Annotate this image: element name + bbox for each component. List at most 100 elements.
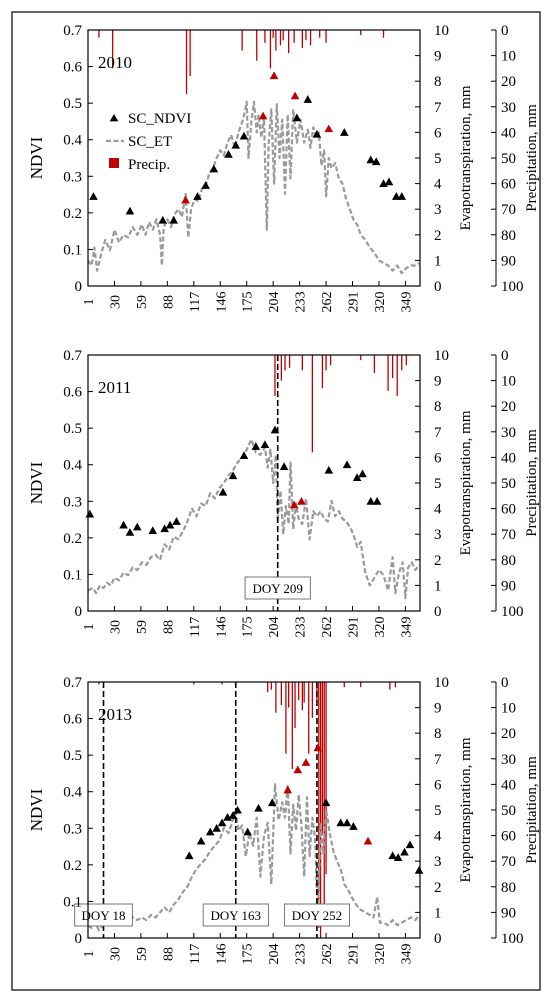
ndvi-point-red — [293, 765, 303, 774]
y3-tick-label: 20 — [501, 74, 516, 90]
y-tick-label: 0 — [75, 931, 83, 947]
x-tick-label: 1 — [82, 299, 97, 306]
x-tick-label: 30 — [108, 947, 123, 961]
y3-tick-label: 80 — [501, 553, 516, 569]
y2-tick-label: 3 — [434, 202, 442, 218]
ndvi-point — [196, 836, 206, 845]
y2-axis-label: Evapotranspiration, mm — [458, 737, 474, 882]
x-tick-label: 175 — [241, 617, 256, 638]
y2-tick-label: 7 — [434, 425, 442, 441]
y-tick-label: 0.5 — [63, 748, 82, 764]
x-tick-label: 233 — [294, 292, 309, 313]
x-tick-label: 204 — [267, 292, 282, 313]
y3-tick-label: 10 — [501, 374, 516, 390]
y3-tick-label: 80 — [501, 880, 516, 896]
y2-tick-label: 1 — [434, 253, 442, 269]
x-tick-label: 262 — [320, 617, 335, 638]
y3-tick-label: 60 — [501, 502, 516, 518]
x-tick-label: 146 — [214, 617, 229, 638]
x-tick-label: 1 — [82, 951, 97, 958]
x-tick-label: 175 — [241, 944, 256, 965]
ndvi-point — [148, 526, 158, 534]
et-line — [87, 783, 420, 932]
y2-tick-label: 2 — [434, 228, 442, 244]
y3-tick-label: 90 — [501, 253, 516, 269]
ndvi-point — [391, 192, 401, 200]
doy-marker-box — [74, 903, 133, 927]
y2-tick-label: 1 — [434, 578, 442, 594]
ndvi-point — [217, 818, 227, 827]
y-tick-label: 0.4 — [63, 458, 82, 474]
y-tick-label: 0.7 — [63, 348, 82, 364]
ndvi-point — [393, 853, 403, 861]
y3-tick-label: 0 — [501, 23, 509, 39]
doy-marker-label: DOY 18 — [82, 908, 126, 923]
ndvi-point — [172, 517, 181, 525]
x-tick-label: 262 — [320, 292, 335, 313]
ndvi-point — [339, 128, 349, 136]
y3-tick-label: 50 — [501, 476, 516, 492]
ndvi-point — [366, 155, 376, 164]
precip-bars — [98, 30, 385, 94]
ndvi-point — [119, 520, 128, 529]
y-tick-label: 0.3 — [63, 169, 82, 185]
ndvi-point — [231, 140, 241, 149]
ndvi-point-red — [289, 500, 299, 509]
ndvi-point — [349, 822, 358, 830]
y-tick-label: 0.3 — [63, 821, 82, 837]
y2-axis-label: Evapotranspiration, mm — [458, 410, 474, 555]
doy-marker-label: DOY 209 — [252, 581, 302, 596]
legend-et-label: SC_ET — [128, 134, 172, 150]
ndvi-point — [224, 150, 233, 158]
y3-tick-label: 40 — [501, 125, 516, 141]
x-tick-label: 146 — [214, 292, 229, 313]
doy-marker-box — [202, 903, 269, 927]
y3-tick-label: 40 — [501, 450, 516, 466]
y-tick-label: 0.2 — [63, 858, 82, 874]
ndvi-point-red — [363, 836, 373, 845]
x-tick-label: 349 — [399, 944, 414, 965]
y3-tick-label: 0 — [501, 675, 509, 691]
x-tick-label: 59 — [135, 620, 150, 634]
y-tick-label: 0.5 — [63, 421, 82, 437]
y3-tick-label: 20 — [501, 726, 516, 742]
legend-ndvi-label: SC_NDVI — [128, 111, 191, 127]
x-tick-label: 349 — [399, 617, 414, 638]
ndvi-point — [243, 827, 252, 836]
x-tick-label: 233 — [294, 944, 309, 965]
y3-tick-label: 60 — [501, 829, 516, 845]
y2-tick-label: 8 — [434, 74, 442, 90]
ndvi-point — [165, 520, 175, 529]
x-tick-label: 320 — [373, 617, 388, 638]
x-tick-label: 175 — [241, 292, 256, 313]
y3-tick-label: 70 — [501, 854, 516, 870]
y2-tick-label: 10 — [434, 23, 449, 39]
ndvi-point-red — [258, 111, 268, 120]
y-tick-label: 0.6 — [63, 712, 82, 728]
y-axis-label: NDVI — [27, 788, 46, 831]
y-tick-label: 0.6 — [63, 60, 82, 76]
x-tick-label: 291 — [347, 292, 362, 313]
y2-tick-label: 8 — [434, 399, 442, 415]
y2-tick-label: 5 — [434, 151, 442, 167]
ndvi-point — [228, 471, 238, 480]
ndvi-point — [260, 440, 270, 449]
x-tick-label: 117 — [188, 617, 203, 637]
y3-tick-label: 10 — [501, 701, 516, 717]
ndvi-point — [158, 215, 168, 224]
ndvi-point-red — [313, 743, 323, 752]
ndvi-point-red — [290, 91, 300, 100]
ndvi-point — [303, 95, 313, 103]
legend-precip-label: Precip. — [128, 157, 170, 173]
y3-tick-label: 90 — [501, 905, 516, 921]
ndvi-point — [132, 522, 142, 531]
y3-tick-label: 100 — [501, 931, 524, 947]
y3-tick-label: 70 — [501, 202, 516, 218]
y-tick-label: 0 — [75, 279, 83, 295]
y-tick-label: 0.6 — [63, 385, 82, 401]
ndvi-point — [160, 524, 169, 533]
legend-ndvi-marker — [109, 114, 119, 122]
ndvi-point — [414, 866, 424, 874]
x-tick-label: 291 — [347, 617, 362, 638]
